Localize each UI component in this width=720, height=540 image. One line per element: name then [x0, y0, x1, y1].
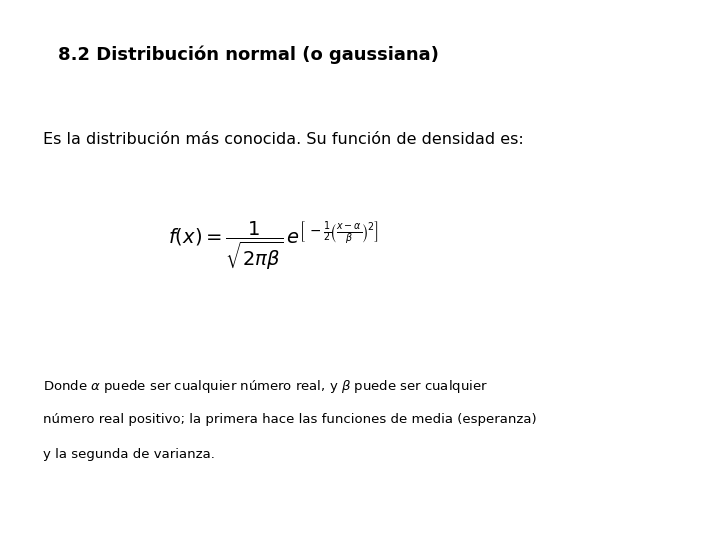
Text: Donde $\alpha$ puede ser cualquier número real, y $\beta$ puede ser cualquier: Donde $\alpha$ puede ser cualquier númer…	[43, 378, 488, 395]
Text: 8.2 Distribución normal (o gaussiana): 8.2 Distribución normal (o gaussiana)	[58, 46, 438, 64]
Text: número real positivo; la primera hace las funciones de media (esperanza): número real positivo; la primera hace la…	[43, 413, 537, 426]
Text: Es la distribución más conocida. Su función de densidad es:: Es la distribución más conocida. Su func…	[43, 132, 524, 147]
Text: $f(x) = \dfrac{1}{\sqrt{2\pi\beta}}\, e^{\left[\,-\frac{1}{2}\!\left(\frac{x-\al: $f(x) = \dfrac{1}{\sqrt{2\pi\beta}}\, e^…	[168, 220, 379, 272]
Text: y la segunda de varianza.: y la segunda de varianza.	[43, 448, 215, 461]
